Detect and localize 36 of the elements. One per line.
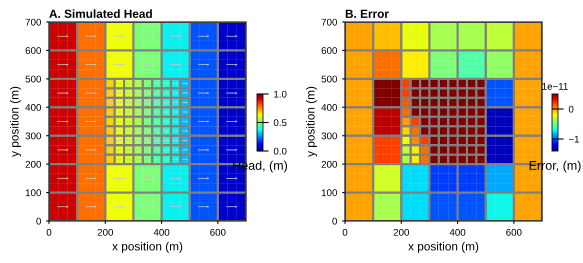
x-tick-label: 400 — [450, 228, 466, 236]
y-tick-label: 700 — [322, 18, 337, 26]
y-tick-label: 600 — [26, 47, 41, 54]
chart-title: A. Simulated Head — [49, 9, 152, 18]
y-tick-label: 0 — [332, 218, 337, 225]
y-axis-title: y position (m) — [306, 86, 317, 157]
y-tick-label: 300 — [322, 132, 337, 140]
text: 1e−11 — [542, 83, 568, 90]
color-bar-label: −1 — [568, 136, 580, 143]
y-tick-label: 400 — [321, 104, 337, 111]
y-tick-label: 200 — [26, 160, 41, 168]
y-axis-title: y position (m) — [10, 86, 21, 157]
x-tick-label: 200 — [98, 228, 114, 236]
y-tick-label: 100 — [322, 189, 337, 196]
y-tick-label: 200 — [322, 160, 337, 168]
chart-title: B. Error — [346, 10, 389, 18]
y-tick-label: 700 — [26, 18, 41, 26]
y-tick-label: 500 — [26, 76, 41, 82]
x-tick-label: 200 — [394, 228, 410, 236]
x-tick-label: 400 — [154, 228, 170, 236]
color-bar-label: 0.0 — [274, 148, 287, 155]
y-tick-label: 100 — [26, 189, 41, 196]
color-bar-label: 0.5 — [274, 119, 287, 126]
color-bar-label: 0 — [568, 106, 574, 113]
x-tick-label: 600 — [210, 228, 226, 236]
x-tick-label: 0 — [342, 228, 348, 236]
color-bar-label: 1.0 — [274, 90, 287, 98]
x-axis-title: x position (m) — [112, 242, 182, 253]
x-tick-label: 600 — [506, 228, 522, 236]
y-tick-label: 600 — [322, 47, 337, 54]
y-tick-label: 500 — [322, 76, 337, 82]
x-tick-label: 0 — [46, 228, 52, 236]
x-axis-title: x position (m) — [408, 242, 478, 253]
y-tick-label: 300 — [26, 132, 41, 140]
y-tick-label: 0 — [36, 218, 41, 225]
y-tick-label: 400 — [25, 104, 41, 111]
